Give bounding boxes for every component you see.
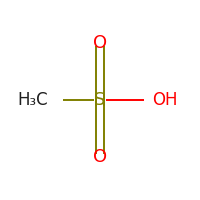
Text: S: S: [94, 91, 106, 109]
Text: OH: OH: [152, 91, 178, 109]
Text: O: O: [93, 34, 107, 52]
Text: H₃C: H₃C: [17, 91, 48, 109]
Text: O: O: [93, 148, 107, 166]
